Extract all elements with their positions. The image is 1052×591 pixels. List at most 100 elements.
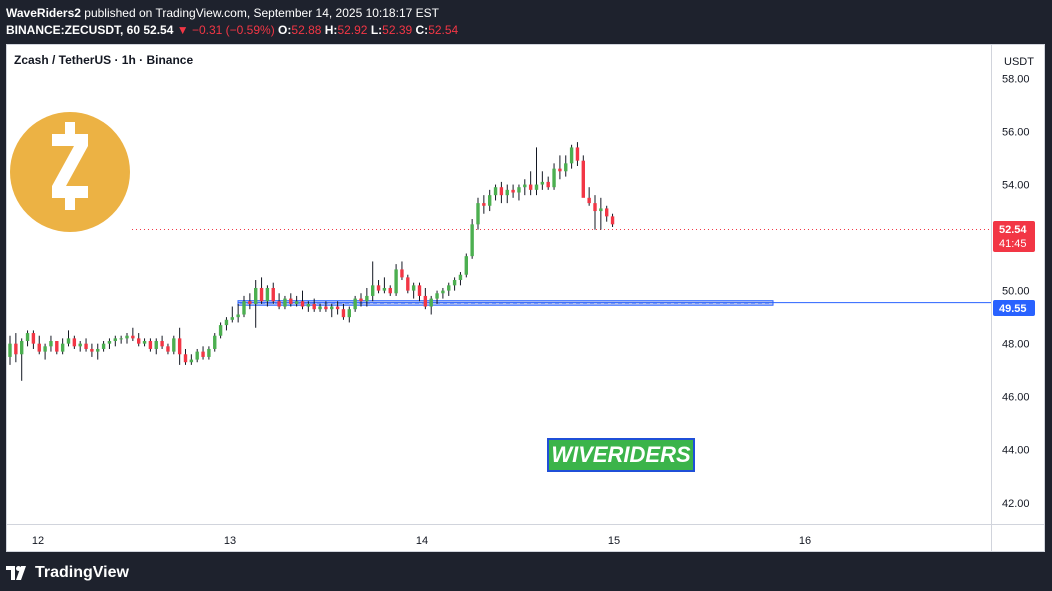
- tradingview-logo-text: TradingView: [35, 564, 129, 581]
- candle-down: [84, 343, 88, 349]
- candle-down: [31, 333, 36, 344]
- candle-up: [523, 184, 527, 188]
- current-price-value: 52.54: [999, 224, 1027, 236]
- candle-down: [482, 203, 486, 206]
- candle-down: [183, 354, 188, 363]
- candle-down: [499, 187, 504, 196]
- candle-down: [160, 341, 164, 347]
- x-tick-label: 14: [416, 535, 428, 547]
- close-value: 52.54: [428, 23, 459, 37]
- candle-up: [96, 348, 100, 352]
- candle-down: [417, 285, 422, 296]
- candle-down: [312, 303, 316, 310]
- candle-up: [283, 298, 287, 307]
- candle-down: [55, 341, 59, 352]
- candle-up: [294, 301, 299, 304]
- candle-down: [300, 301, 305, 307]
- candle-down: [289, 298, 293, 304]
- candle-up: [113, 338, 117, 342]
- candle-up: [394, 269, 398, 294]
- open-label: O:: [278, 23, 292, 37]
- bar-countdown: 41:45: [999, 238, 1027, 250]
- watermark-text: WIVERIDERS: [551, 442, 691, 467]
- y-tick-label: 42.00: [1002, 498, 1030, 510]
- candle-down: [575, 147, 580, 161]
- candle-down: [587, 197, 591, 204]
- candle-up: [429, 298, 433, 307]
- candle-up: [25, 333, 30, 342]
- candle-up: [447, 285, 451, 291]
- x-tick-label: 16: [799, 535, 811, 547]
- y-tick-label: 58.00: [1002, 73, 1030, 85]
- footer-bar: [0, 553, 1052, 591]
- candle-down: [546, 181, 550, 188]
- candle-up: [142, 341, 147, 344]
- candle-up: [599, 208, 603, 212]
- candle-down: [277, 301, 281, 307]
- candle-down: [423, 295, 428, 307]
- publish-header: WaveRiders2 published on TradingView.com…: [0, 0, 1052, 44]
- candle-up: [476, 203, 480, 225]
- candle-down: [359, 298, 363, 302]
- candle-up: [488, 195, 492, 206]
- candle-up: [452, 280, 457, 286]
- candle-up: [172, 338, 176, 352]
- y-tick-label: 50.00: [1002, 286, 1030, 298]
- chart-title: Zcash / TetherUS · 1h · Binance: [14, 53, 193, 67]
- candle-up: [517, 187, 521, 193]
- candle-up: [254, 287, 258, 304]
- candle-up: [306, 303, 311, 307]
- candle-up: [230, 317, 234, 320]
- candle-up: [365, 295, 369, 302]
- high-value: 52.92: [337, 23, 368, 37]
- candle-up: [49, 341, 53, 347]
- author-name[interactable]: WaveRiders2: [6, 6, 81, 20]
- candle-up: [218, 325, 223, 336]
- symbol-label: BINANCE:ZECUSDT, 60: [6, 23, 141, 37]
- level-price-badge: 49.55: [993, 300, 1035, 316]
- high-label: H:: [324, 23, 338, 37]
- y-tick-label: 56.00: [1002, 127, 1030, 139]
- y-tick-label: 54.00: [1002, 180, 1030, 192]
- candle-up: [505, 189, 509, 196]
- price-change: −0.31 (−0.59%): [191, 23, 275, 37]
- candle-down: [335, 306, 340, 310]
- candle-up: [382, 287, 387, 291]
- candle-down: [248, 301, 252, 304]
- chart-frame[interactable]: [6, 44, 1045, 552]
- candle-up: [441, 290, 445, 294]
- candle-down: [201, 351, 205, 357]
- candle-up: [154, 341, 158, 349]
- candle-down: [605, 208, 609, 217]
- candle-down: [137, 338, 141, 344]
- candle-down: [400, 269, 404, 278]
- zcash-logo-icon: [10, 112, 130, 232]
- y-tick-label: 48.00: [1002, 339, 1030, 351]
- tradingview-logo[interactable]: TradingView: [6, 563, 129, 583]
- x-tick-label: 15: [608, 535, 620, 547]
- candle-down: [406, 277, 410, 291]
- candle-up: [371, 285, 375, 296]
- candle-up: [470, 224, 474, 257]
- candle-up: [493, 187, 498, 196]
- x-tick-label: 12: [32, 535, 44, 547]
- candle-up: [207, 348, 211, 357]
- candle-up: [8, 343, 12, 357]
- candle-down: [528, 184, 533, 190]
- publish-info: WaveRiders2 published on TradingView.com…: [6, 6, 439, 20]
- tradingview-logo-icon: [6, 566, 26, 580]
- candle-up: [552, 168, 556, 188]
- candle-up: [464, 256, 468, 275]
- candle-down: [166, 346, 170, 352]
- candle-up: [224, 319, 229, 326]
- candle-down: [72, 338, 77, 347]
- candle-up: [318, 306, 322, 310]
- candle-up: [213, 335, 217, 349]
- candle-up: [119, 338, 123, 340]
- candle-down: [341, 309, 346, 318]
- currency-label[interactable]: USDT: [1004, 56, 1034, 68]
- candle-up: [242, 301, 246, 315]
- candle-down: [14, 343, 18, 355]
- candles: [8, 142, 615, 381]
